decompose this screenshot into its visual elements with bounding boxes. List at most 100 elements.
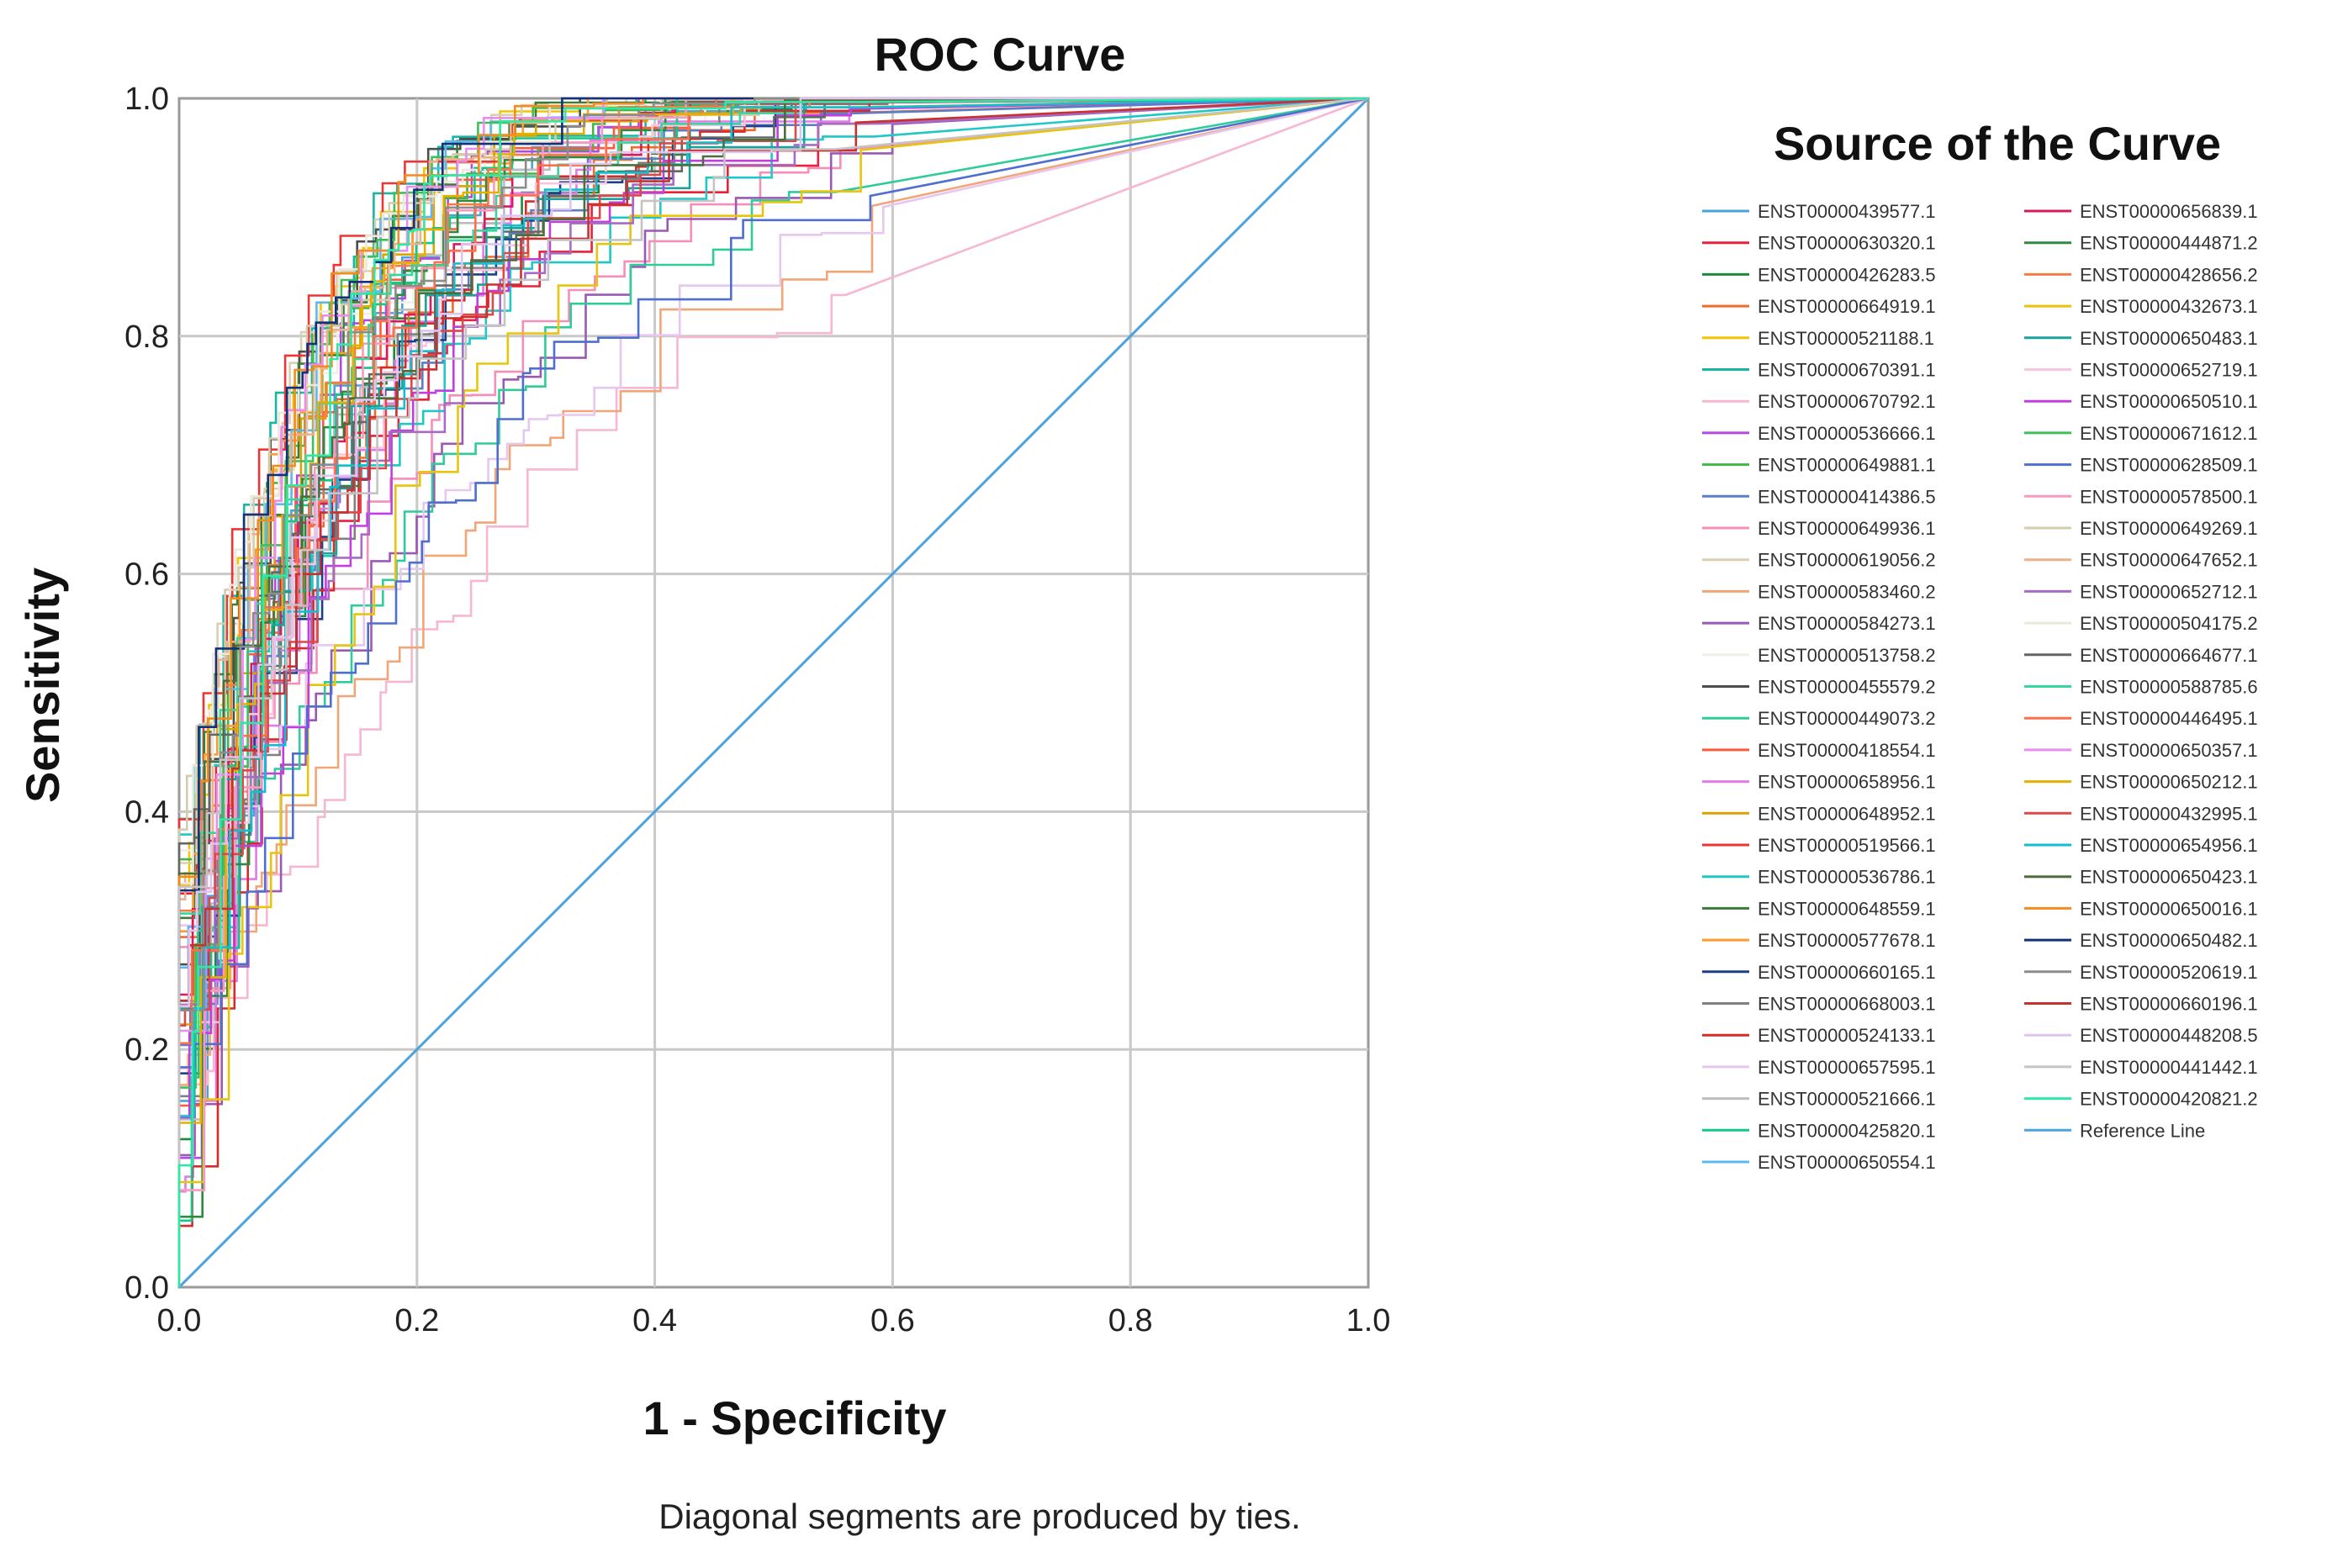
- legend-item-label: ENST00000670391.1: [1758, 360, 1936, 381]
- legend-item-label: ENST00000439577.1: [1758, 201, 1936, 222]
- legend-item-label: ENST00000455579.2: [1758, 677, 1936, 698]
- y-tick-label: 0.4: [124, 795, 169, 830]
- roc-curve: [177, 97, 1369, 1287]
- legend-item-label: ENST00000647652.1: [2080, 550, 2258, 571]
- legend-item-label: ENST00000428656.2: [2080, 264, 2258, 285]
- roc-curve: [177, 97, 1369, 1287]
- legend-item-label: ENST00000649269.1: [2080, 518, 2258, 539]
- roc-curve: [177, 97, 1368, 1287]
- legend-item-label: ENST00000432995.1: [2080, 803, 2258, 824]
- legend-item-label: ENST00000628509.1: [2080, 455, 2258, 476]
- y-tick-label: 0.6: [124, 557, 169, 593]
- roc-curve: [177, 97, 1369, 1287]
- roc-curve: [177, 97, 1368, 1287]
- roc-curve: [177, 97, 1368, 1287]
- legend-item-label: ENST00000652719.1: [2080, 360, 2258, 381]
- roc-curve: [177, 97, 1369, 1287]
- legend-item-label: ENST00000520619.1: [2080, 962, 2258, 983]
- legend-item-label: ENST00000524133.1: [1758, 1025, 1936, 1046]
- legend-item-label: ENST00000584273.1: [1758, 613, 1936, 634]
- y-tick-label: 0.0: [124, 1270, 169, 1306]
- legend-item-label: ENST00000658956.1: [1758, 772, 1936, 793]
- roc-curve: [177, 97, 1369, 1287]
- legend-item-label: ENST00000513758.2: [1758, 645, 1936, 666]
- roc-curve: [177, 97, 1368, 1287]
- x-tick-label: 0.0: [157, 1303, 202, 1338]
- legend-item-label: ENST00000650483.1: [2080, 328, 2258, 349]
- legend-item-label: ENST00000588785.6: [2080, 677, 2258, 698]
- legend-title: Source of the Curve: [1774, 117, 2221, 170]
- legend: ENST00000439577.1 ENST00000630320.1 ENST00…: [1702, 201, 2258, 1173]
- legend-item-label: Reference Line: [2080, 1120, 2205, 1141]
- y-axis-label: Sensitivity: [16, 568, 69, 803]
- roc-curve: [177, 97, 1368, 1287]
- roc-curve: [177, 97, 1369, 1287]
- legend-item-label: ENST00000650510.1: [2080, 391, 2258, 412]
- x-axis-label: 1 - Specificity: [643, 1391, 946, 1444]
- legend-item-label: ENST00000656839.1: [2080, 201, 2258, 222]
- legend-item-label: ENST00000448208.5: [2080, 1025, 2258, 1046]
- legend-item-label: ENST00000578500.1: [2080, 486, 2258, 507]
- legend-item-label: ENST00000441442.1: [2080, 1057, 2258, 1078]
- legend-item-label: ENST00000444871.2: [2080, 233, 2258, 254]
- footnote: Diagonal segments are produced by ties.: [658, 1497, 1300, 1536]
- legend-item-label: ENST00000414386.5: [1758, 486, 1936, 507]
- legend-item-label: ENST00000519566.1: [1758, 835, 1936, 856]
- legend-item-label: ENST00000521188.1: [1758, 328, 1934, 349]
- legend-item-label: ENST00000649881.1: [1758, 455, 1936, 476]
- legend-item-label: ENST00000670792.1: [1758, 391, 1936, 412]
- roc-curve: [177, 97, 1369, 1287]
- y-tick-label: 1.0: [124, 82, 169, 117]
- legend-item-label: ENST00000449073.2: [1758, 708, 1936, 729]
- legend-item-label: ENST00000577678.1: [1758, 930, 1936, 951]
- axis-ticks: 0.0 0.2 0.4 0.6 0.8 1.0 0.0 0.2 0.4 0.6 0.8 1.0: [124, 82, 1390, 1338]
- legend-item-label: ENST00000650357.1: [2080, 740, 2258, 761]
- x-tick-label: 0.6: [870, 1303, 915, 1338]
- legend-item-label: ENST00000654956.1: [2080, 835, 2258, 856]
- legend-item-label: ENST00000583460.2: [1758, 581, 1936, 602]
- legend-item-label: ENST00000657595.1: [1758, 1057, 1936, 1078]
- legend-item-label: ENST00000650212.1: [2080, 772, 2258, 793]
- legend-item-label: ENST00000650423.1: [2080, 867, 2258, 888]
- roc-curves: [177, 97, 1370, 1289]
- roc-curve: [177, 97, 1369, 1287]
- x-tick-label: 0.4: [632, 1303, 677, 1338]
- roc-curve: [177, 97, 1369, 1287]
- legend-item-label: ENST00000660165.1: [1758, 962, 1936, 983]
- roc-curve: [177, 97, 1368, 1287]
- legend-item-label: ENST00000668003.1: [1758, 994, 1936, 1015]
- legend-item-label: ENST00000660196.1: [2080, 994, 2258, 1015]
- legend-item-label: ENST00000648952.1: [1758, 803, 1936, 824]
- roc-curve: [177, 97, 1368, 1287]
- legend-item-label: ENST00000432673.1: [2080, 296, 2258, 317]
- legend-item-label: ENST00000650554.1: [1758, 1152, 1936, 1173]
- legend-item-label: ENST00000652712.1: [2080, 581, 2258, 602]
- legend-item-label: ENST00000664919.1: [1758, 296, 1936, 317]
- legend-item-label: ENST00000426283.5: [1758, 264, 1936, 285]
- legend-item-label: ENST00000418554.1: [1758, 740, 1936, 761]
- reference-line: [177, 97, 1370, 1289]
- legend-item-label: ENST00000664677.1: [2080, 645, 2258, 666]
- legend-item-label: ENST00000536666.1: [1758, 423, 1936, 444]
- y-tick-label: 0.8: [124, 319, 169, 355]
- roc-curve: [177, 97, 1369, 1287]
- legend-item-label: ENST00000536786.1: [1758, 867, 1936, 888]
- legend-item-label: ENST00000630320.1: [1758, 233, 1936, 254]
- y-tick-label: 0.2: [124, 1032, 169, 1068]
- legend-item-label: ENST00000619056.2: [1758, 550, 1936, 571]
- legend-item-label: ENST00000671612.1: [2080, 423, 2258, 444]
- legend-item-label: ENST00000420821.2: [2080, 1089, 2258, 1110]
- roc-curve: [177, 97, 1369, 1287]
- x-tick-label: 0.2: [394, 1303, 439, 1338]
- legend-item-label: ENST00000521666.1: [1758, 1089, 1936, 1110]
- x-tick-label: 1.0: [1346, 1303, 1391, 1338]
- chart-title: ROC Curve: [875, 28, 1126, 81]
- legend-item-label: ENST00000504175.2: [2080, 613, 2258, 634]
- legend-item-label: ENST00000648559.1: [1758, 898, 1936, 919]
- roc-curve: [177, 97, 1369, 1287]
- legend-item-label: ENST00000425820.1: [1758, 1120, 1936, 1141]
- roc-curve: [177, 97, 1369, 1287]
- legend-item-label: ENST00000650016.1: [2080, 898, 2258, 919]
- legend-item-label: ENST00000446495.1: [2080, 708, 2258, 729]
